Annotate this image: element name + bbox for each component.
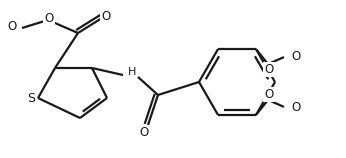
Text: O: O	[291, 50, 301, 63]
Text: O: O	[44, 12, 54, 25]
Text: O: O	[264, 88, 274, 101]
Text: O: O	[139, 127, 149, 140]
Text: S: S	[27, 92, 35, 106]
Text: O: O	[7, 21, 17, 33]
Text: O: O	[101, 9, 111, 22]
Text: O: O	[291, 101, 301, 114]
Text: O: O	[264, 63, 274, 76]
Text: H: H	[128, 67, 136, 77]
